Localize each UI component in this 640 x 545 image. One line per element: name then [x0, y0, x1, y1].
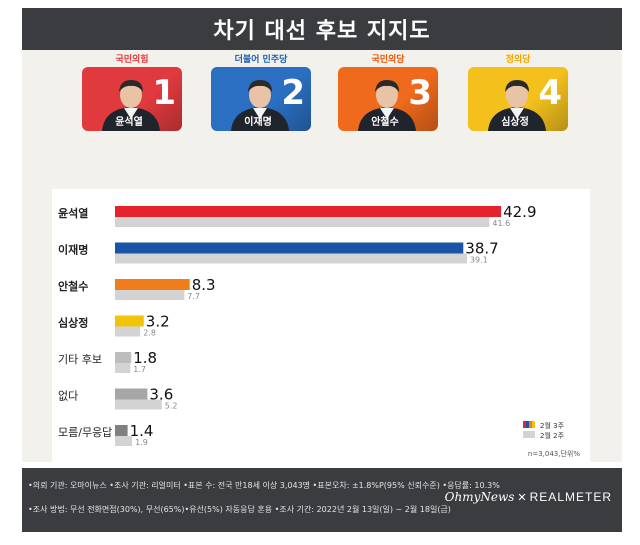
bar-current — [115, 279, 190, 290]
bar-previous — [115, 363, 131, 373]
person-photo — [488, 80, 546, 131]
person-photo — [102, 80, 160, 131]
candidate-name: 윤석열 — [115, 117, 143, 128]
value-label-current: 8.3 — [192, 276, 216, 294]
footer-line-2: •조사 방법: 무선 전화면접(30%), 무선(65%)•유선(5%) 자동응… — [28, 505, 451, 514]
category-label: 없다 — [58, 390, 78, 403]
chart-panel: 국민의힘 1 윤석열 더불어 민주당 2 이재명 국민의당 3 안철수 정의당 4 심상정 윤석열 42… — [22, 50, 622, 464]
category-label: 기타 후보 — [58, 353, 102, 366]
sample-size-note: n=3,043,단위% — [528, 449, 580, 458]
legend-swatch-current — [523, 421, 526, 428]
party-name: 정의당 — [505, 55, 531, 65]
candidate-number: 2 — [281, 73, 305, 113]
bar-chart-area: 윤석열 42.9 41.6 이재명 38.7 39.1 안철수 8.3 7.7 심상정 3.2 2.8… — [52, 189, 590, 464]
candidate-card-2: 더불어 민주당 2 이재명 — [211, 53, 311, 131]
category-label: 안철수 — [58, 279, 88, 293]
bar-current — [115, 315, 144, 327]
legend-swatch-previous — [523, 431, 535, 438]
candidate-number: 1 — [152, 73, 176, 113]
candidate-number: 4 — [538, 73, 562, 113]
legend-swatch-current — [532, 421, 535, 428]
candidate-photo-card: 3 안철수 — [338, 67, 438, 131]
bar-previous — [115, 399, 162, 410]
value-label-current: 3.2 — [146, 313, 170, 331]
candidate-name: 이재명 — [244, 117, 272, 128]
candidate-card-4: 정의당 4 심상정 — [468, 53, 568, 131]
value-label-current: 1.4 — [130, 422, 154, 440]
bar-current — [115, 242, 464, 254]
brand-logo: OhmyNews ✕ REALMETER — [445, 490, 612, 504]
legend-label-previous: 2월 2주 — [540, 431, 565, 440]
value-label-previous: 39.1 — [470, 256, 488, 265]
candidate-number: 3 — [408, 73, 432, 113]
bar-previous — [115, 253, 467, 264]
legend-swatch-current — [526, 421, 529, 428]
category-label: 이재명 — [58, 243, 88, 257]
bar-chart: 윤석열 42.941.6 이재명 38.739.1 안철수 8.37.7 심상정 3.22.8… — [58, 203, 580, 458]
category-label: 윤석열 — [58, 206, 88, 220]
person-photo — [231, 80, 289, 131]
bar-previous — [115, 326, 141, 337]
brand-ohmynews: OhmyNews — [444, 490, 515, 504]
value-label-previous: 1.7 — [133, 365, 146, 374]
party-name: 국민의힘 — [115, 55, 149, 65]
candidate-card-3: 국민의당 3 안철수 — [338, 53, 438, 131]
value-label-current: 3.6 — [149, 386, 173, 404]
legend-label-current: 2월 3주 — [540, 421, 565, 430]
footer-line-1: •의뢰 기관: 오마이뉴스 •조사 기관: 리얼미터 •표본 수: 전국 만18… — [28, 481, 500, 490]
bar-current — [115, 206, 502, 217]
bar-previous — [115, 436, 133, 446]
value-label-previous: 5.2 — [165, 402, 178, 411]
value-label-current: 42.9 — [503, 203, 536, 221]
bar-previous — [115, 290, 185, 300]
category-label: 심상정 — [58, 316, 88, 330]
candidate-photo-card: 4 심상정 — [468, 67, 568, 131]
value-label-previous: 1.9 — [135, 438, 148, 447]
candidate-name: 심상정 — [501, 117, 529, 128]
bar-previous — [115, 217, 490, 227]
brand-x: ✕ — [517, 491, 527, 504]
value-label-previous: 7.7 — [187, 292, 200, 301]
bar-current — [115, 388, 148, 400]
bar-current — [115, 425, 128, 436]
footer: •의뢰 기관: 오마이뉴스 •조사 기관: 리얼미터 •표본 수: 전국 만18… — [22, 468, 622, 532]
value-label-current: 1.8 — [133, 349, 157, 367]
party-name: 더불어 민주당 — [234, 55, 288, 65]
candidate-photo-card: 2 이재명 — [211, 67, 311, 131]
brand-realmeter: REALMETER — [529, 490, 612, 504]
candidate-card-1: 국민의힘 1 윤석열 — [82, 53, 182, 131]
person-photo — [358, 80, 416, 131]
bar-current — [115, 352, 132, 363]
legend-swatch-current — [529, 421, 532, 428]
party-name: 국민의당 — [371, 55, 405, 65]
value-label-current: 38.7 — [465, 240, 498, 258]
candidate-photo-card: 1 윤석열 — [82, 67, 182, 131]
category-label: 모름/무응답 — [58, 426, 112, 439]
value-label-previous: 2.8 — [143, 329, 156, 338]
candidate-name: 안철수 — [371, 117, 399, 128]
value-label-previous: 41.6 — [492, 219, 510, 228]
chart-title: 차기 대선 후보 지지도 — [22, 8, 622, 50]
